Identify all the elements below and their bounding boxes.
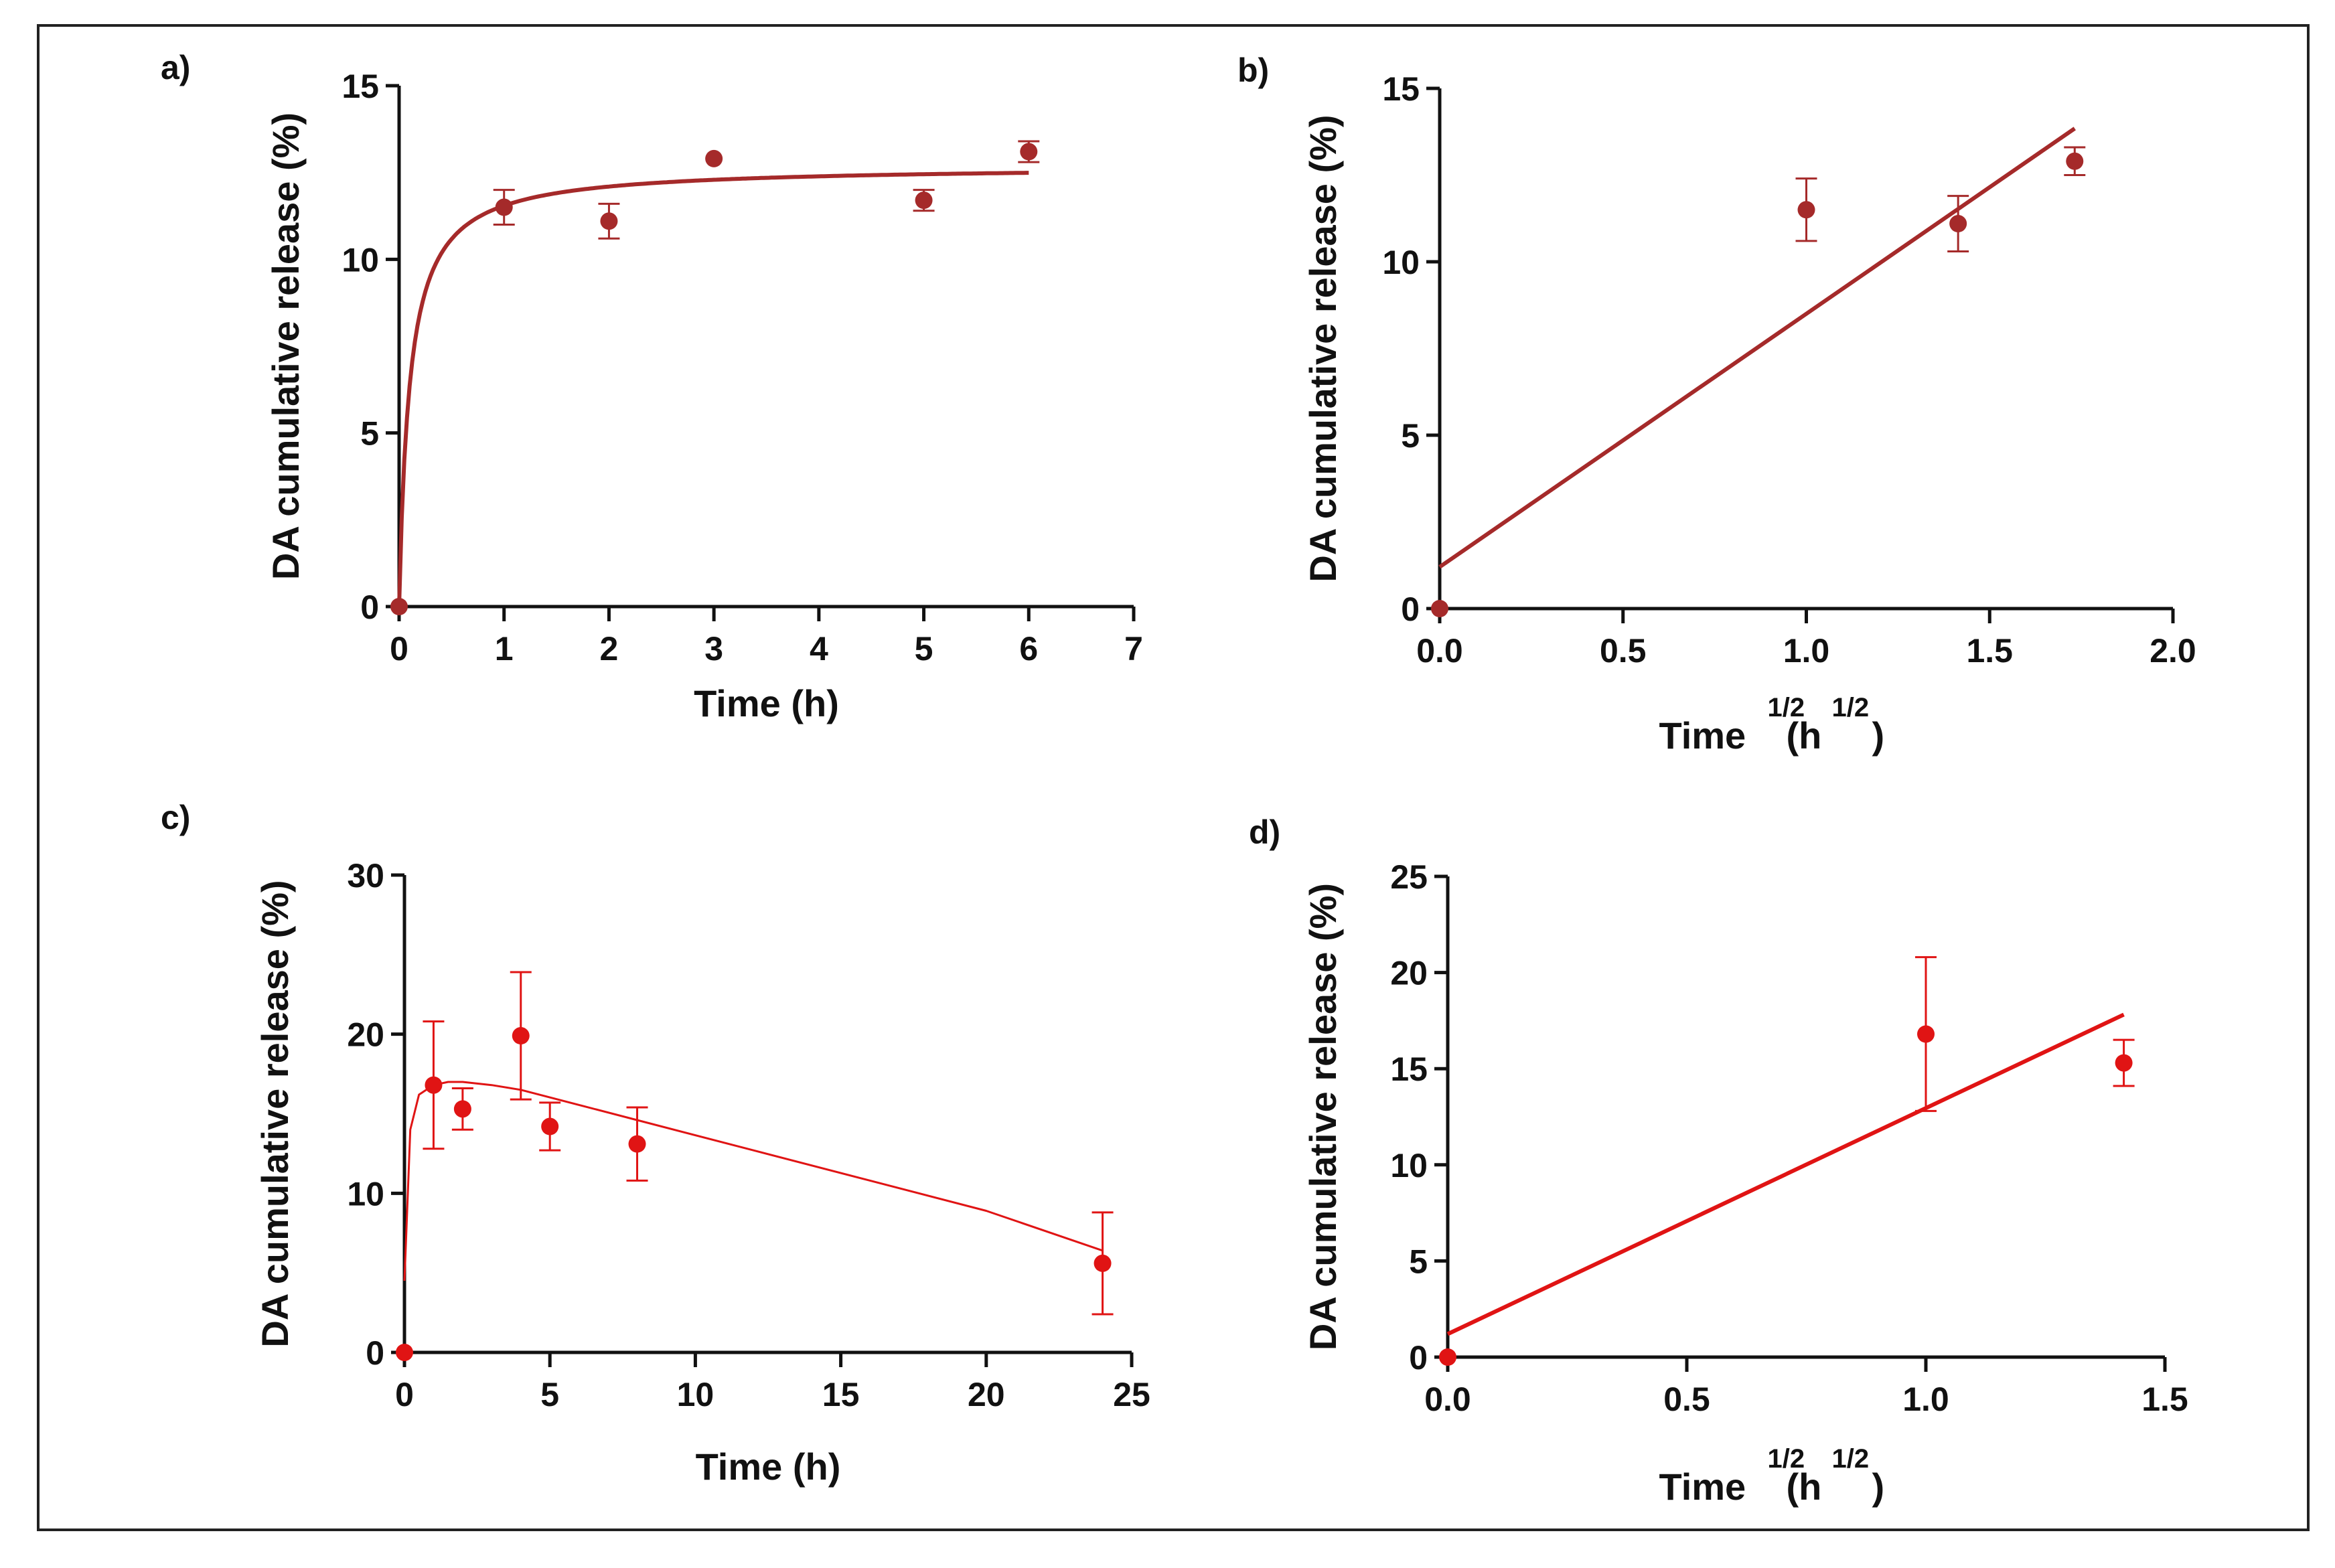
x-axis-title-superscript: 1/2 [1768, 693, 1805, 722]
data-point [1949, 215, 1967, 233]
y-axis-title: DA cumulative release (%) [1302, 114, 1344, 582]
data-point [2066, 152, 2084, 170]
chart-panel-b: b) 0 5 10 15 0.0 0.5 1.0 1.5 2.0 DA cumulative rel… [1237, 52, 2196, 757]
x-axis-title-unit: (h [1787, 1466, 1822, 1508]
data-point [600, 212, 618, 230]
data-point [396, 1344, 413, 1361]
data-point [1917, 1025, 1935, 1043]
y-tick-label: 15 [1382, 70, 1420, 108]
y-tick-label: 15 [342, 68, 379, 105]
x-tick-label: 1.0 [1783, 632, 1830, 670]
x-tick-label: 3 [704, 630, 723, 668]
data-point [1797, 201, 1815, 219]
x-tick-label: 1.0 [1902, 1381, 1949, 1418]
data-point [705, 149, 723, 167]
y-tick-label: 5 [1401, 417, 1420, 455]
x-tick-label: 2.0 [2150, 632, 2196, 670]
x-tick-label: 1 [495, 630, 514, 668]
x-tick-label: 20 [968, 1376, 1005, 1413]
data-point [628, 1135, 646, 1153]
x-axis-title-unit-superscript: 1/2 [1832, 693, 1870, 722]
fit-line [1446, 1012, 2125, 1336]
x-tick-label: 5 [915, 630, 933, 668]
fit-line [403, 1081, 1104, 1281]
y-tick-label: 0 [366, 1334, 384, 1372]
x-axis-title: Time (h) [694, 682, 839, 724]
data-point [541, 1117, 559, 1135]
panel-label: c) [161, 799, 190, 836]
x-tick-label: 0 [395, 1376, 414, 1413]
panel-label: d) [1249, 813, 1280, 851]
data-point [425, 1076, 443, 1094]
x-axis-title-unit: (h [1787, 714, 1822, 757]
x-axis-title-superscript: 1/2 [1768, 1444, 1805, 1474]
x-axis-title: Time [1659, 1466, 1746, 1508]
y-tick-label: 15 [1390, 1050, 1428, 1088]
x-axis-title: Time (h) [696, 1445, 841, 1488]
data-point [2115, 1054, 2133, 1072]
y-tick-label: 10 [342, 241, 379, 279]
y-tick-label: 25 [1390, 858, 1428, 896]
figure-border [37, 24, 2310, 1531]
data-point [1094, 1254, 1112, 1272]
x-tick-label: 5 [540, 1376, 559, 1413]
x-axis-title-unit-close: ) [1872, 714, 1885, 757]
y-tick-label: 20 [347, 1016, 384, 1054]
y-axis-title: DA cumulative release (%) [265, 112, 307, 580]
data-point [512, 1027, 530, 1045]
x-tick-label: 7 [1124, 630, 1143, 668]
x-tick-label: 25 [1113, 1376, 1150, 1413]
y-tick-label: 0 [360, 589, 379, 626]
x-tick-label: 0.0 [1416, 632, 1463, 670]
x-tick-label: 2 [600, 630, 619, 668]
data-point [495, 198, 513, 216]
x-axis-title-unit-superscript: 1/2 [1832, 1444, 1870, 1474]
x-axis-title: Time [1659, 714, 1746, 757]
y-tick-label: 0 [1409, 1339, 1428, 1377]
y-tick-label: 5 [360, 415, 379, 453]
chart-panel-a: a) 0 5 10 15 0 1 2 3 4 5 6 7 DA cumulative release (%… [161, 49, 1143, 724]
data-point [453, 1100, 471, 1118]
chart-panel-c: c) 0 10 20 30 0 5 10 15 20 25 DA cumulative release… [161, 799, 1150, 1488]
panels: a) 0 5 10 15 0 1 2 3 4 5 6 7 DA cumulative release (%… [161, 49, 2196, 1508]
data-point [390, 598, 408, 615]
x-tick-label: 0.5 [1600, 632, 1647, 670]
panel-label: a) [161, 49, 190, 86]
x-tick-label: 1.5 [1966, 632, 2013, 670]
y-axis-title: DA cumulative release (%) [254, 880, 296, 1347]
x-tick-label: 0.5 [1663, 1381, 1710, 1418]
data-point [1431, 600, 1448, 617]
x-tick-label: 0 [390, 630, 408, 668]
y-axis-title: DA cumulative release (%) [1302, 883, 1344, 1350]
data-point [1439, 1348, 1456, 1366]
y-tick-label: 0 [1401, 591, 1420, 628]
x-tick-label: 0.0 [1424, 1381, 1471, 1418]
y-tick-label: 10 [1390, 1147, 1428, 1184]
chart-panel-d: d) 0 5 10 15 20 25 0.0 0.5 1.0 1.5 DA cumulative re… [1249, 813, 2188, 1508]
x-tick-label: 1.5 [2141, 1381, 2188, 1418]
y-tick-label: 20 [1390, 955, 1428, 992]
y-tick-label: 10 [1382, 244, 1420, 281]
x-axis-title-unit-close: ) [1872, 1466, 1885, 1508]
x-tick-label: 4 [810, 630, 828, 668]
x-tick-label: 10 [677, 1376, 714, 1413]
panel-label: b) [1237, 52, 1269, 89]
y-tick-label: 5 [1409, 1243, 1428, 1280]
y-tick-label: 30 [347, 857, 384, 894]
data-point [1020, 143, 1038, 161]
y-tick-label: 10 [347, 1175, 384, 1212]
data-point [915, 191, 933, 210]
x-tick-label: 6 [1019, 630, 1038, 668]
fit-line [1438, 127, 2077, 569]
x-tick-label: 15 [822, 1376, 860, 1413]
